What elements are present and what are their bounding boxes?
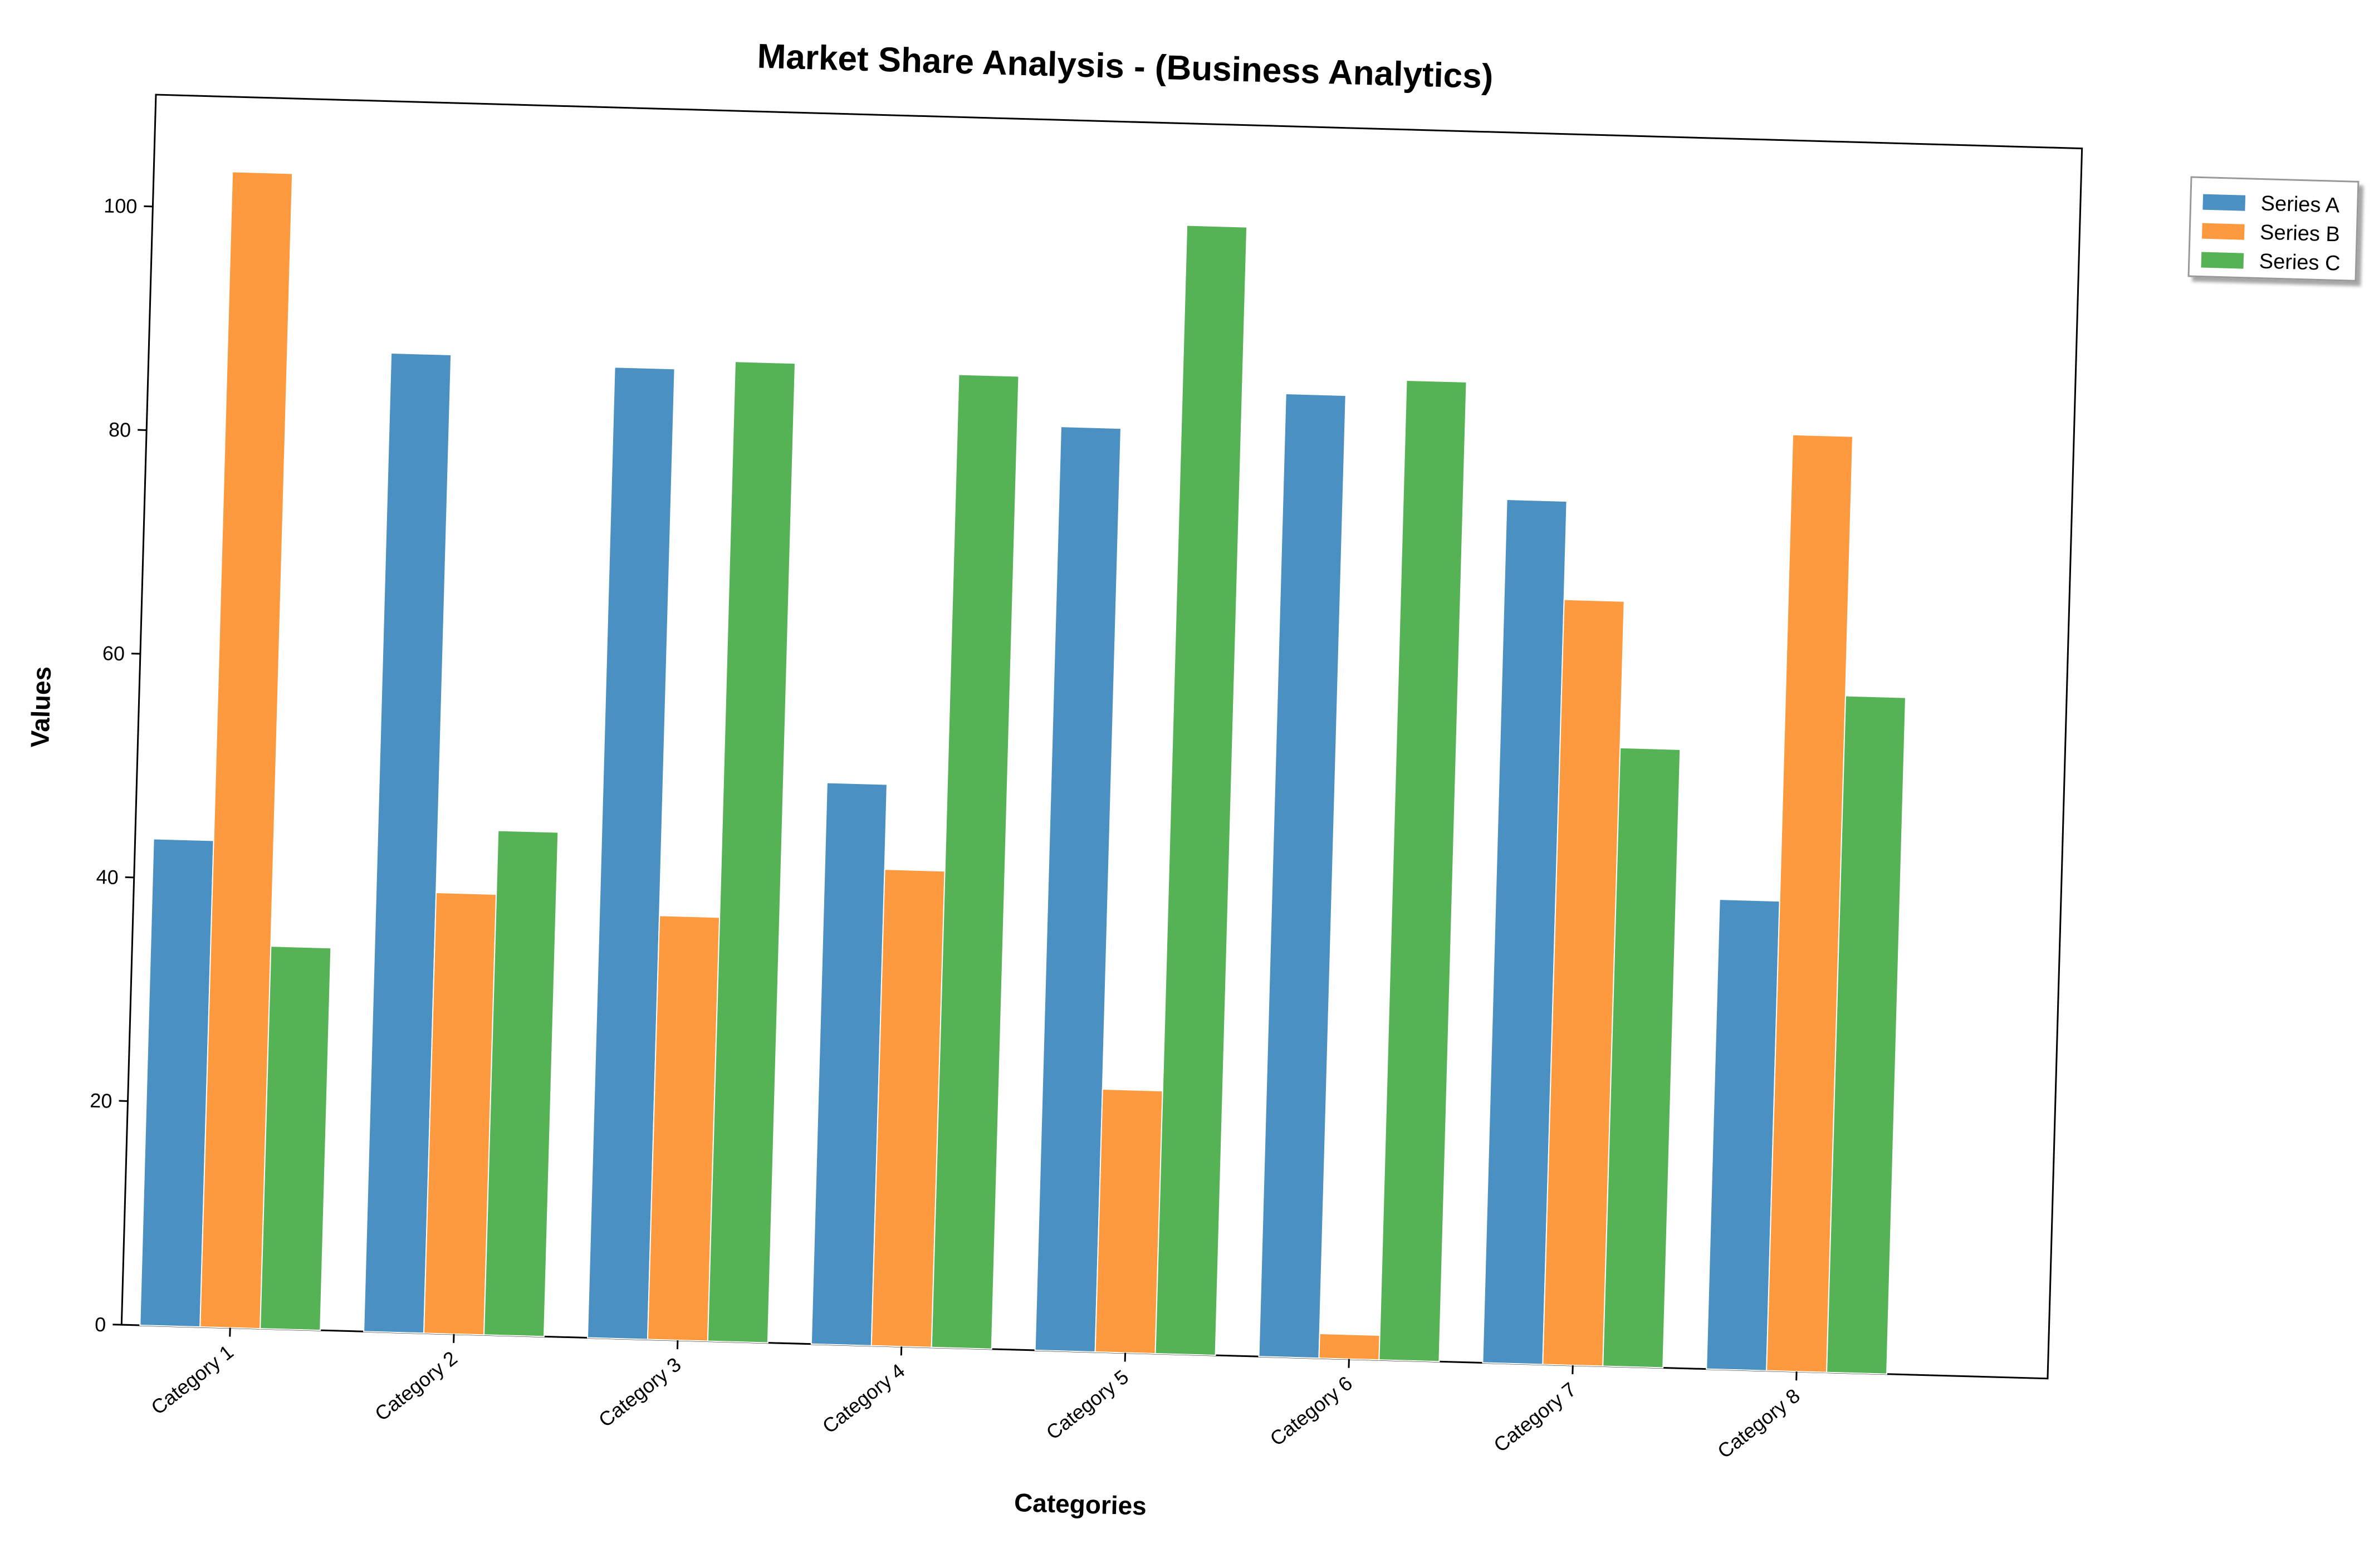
x-tick-label: Category 6 [1266,1371,1357,1451]
y-tick-label: 0 [95,1313,106,1336]
bar-series-a-5 [1034,426,1122,1353]
y-tick-label: 100 [104,194,138,218]
y-axis-title: Values [25,666,56,748]
y-tick-label: 20 [90,1089,112,1113]
y-ticks: 0 20 40 60 80 100 [90,194,153,1336]
legend-label-series-c: Series C [2259,249,2341,275]
bar-series-c-6 [1378,379,1467,1363]
bar-series-c-2 [483,830,559,1337]
bar-series-c-3 [707,361,796,1344]
y-tick-label: 40 [96,865,119,889]
bar-series-c-7 [1602,747,1681,1369]
bar-series-a-3 [586,366,675,1340]
x-tick-label: Category 7 [1489,1378,1580,1457]
x-tick-label: Category 2 [370,1346,461,1425]
bar-series-c-5 [1154,224,1248,1356]
bar-series-a-6 [1258,393,1347,1359]
chart-title: Market Share Analysis - (Business Analyt… [757,37,1494,96]
bar-series-c-8 [1826,695,1907,1375]
x-tick-label: Category 3 [594,1353,685,1432]
y-tick-label: 60 [102,641,125,665]
x-axis-title: Categories [1014,1488,1147,1521]
bars-layer [139,171,1907,1375]
legend-swatch-series-c [2201,252,2244,269]
bar-series-a-2 [363,352,452,1334]
x-tick-label: Category 8 [1713,1384,1804,1463]
plot-area: 0 20 40 60 80 100 Category 1 Category 2 Categor… [25,94,2083,1521]
bar-series-c-4 [931,374,1020,1350]
legend-label-series-b: Series B [2260,220,2341,246]
x-tick-label: Category 4 [818,1359,909,1438]
legend-label-series-a: Series A [2260,192,2340,218]
y-tick-label: 80 [109,418,131,442]
legend-swatch-series-b [2201,223,2245,240]
x-tick-label: Category 1 [146,1340,237,1419]
x-tick-label: Category 5 [1042,1365,1133,1444]
bar-series-b-6 [1318,1332,1381,1361]
bar-series-b-3 [647,915,721,1342]
bar-series-b-5 [1094,1088,1163,1355]
bar-series-c-1 [260,945,332,1331]
legend-swatch-series-a [2202,194,2246,211]
